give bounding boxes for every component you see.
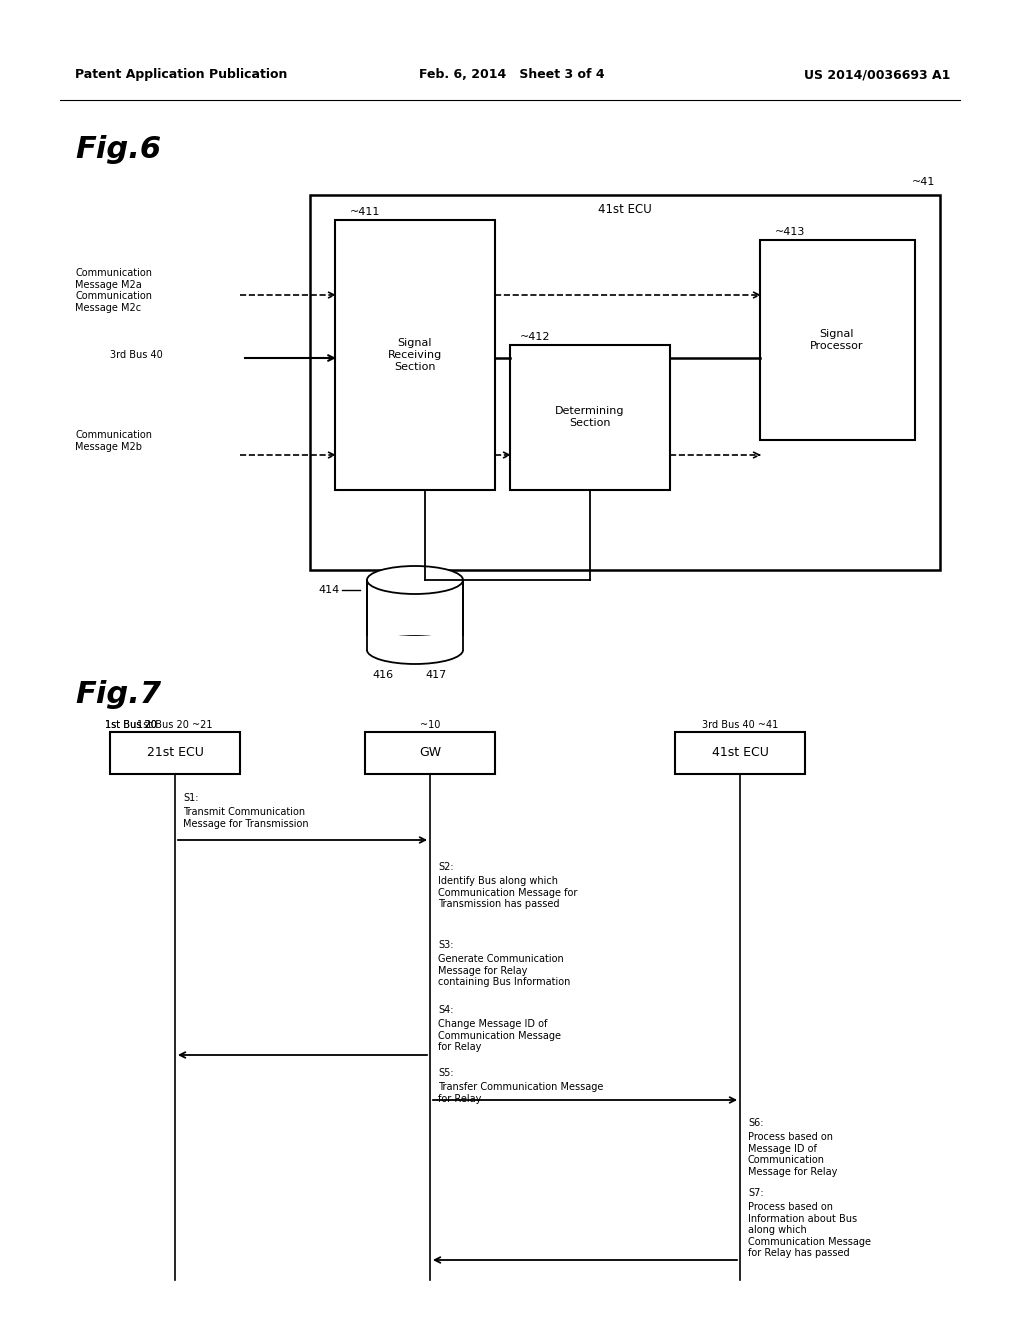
Bar [760,240,915,440]
Text: ~10: ~10 [420,719,440,730]
Text: ~411: ~411 [350,207,380,216]
Bar [390,603,412,628]
Text: Patent Application Publication: Patent Application Publication [75,69,288,81]
Text: S7:: S7: [748,1188,764,1199]
Text: S3:: S3: [438,940,454,950]
Text: S4:: S4: [438,1005,454,1015]
Text: S5:: S5: [438,1068,454,1078]
Bar [675,733,805,774]
Text: 1st Bus 20: 1st Bus 20 [105,719,160,730]
Text: Transmit Communication
Message for Transmission: Transmit Communication Message for Trans… [183,807,308,829]
Text: 1st Bus 20: 1st Bus 20 [105,719,160,730]
Text: Fig.6: Fig.6 [75,135,161,164]
Text: Process based on
Message ID of
Communication
Message for Relay: Process based on Message ID of Communica… [748,1133,838,1177]
Text: 21st ECU: 21st ECU [146,747,204,759]
Bar [366,636,464,649]
Text: ~413: ~413 [775,227,805,238]
Text: Generate Communication
Message for Relay
containing Bus Information: Generate Communication Message for Relay… [438,954,570,987]
Text: 3rd Bus 40: 3rd Bus 40 [110,350,163,360]
Ellipse shape [367,566,463,594]
Bar [418,603,440,628]
Text: S1:: S1: [183,793,199,803]
Text: Communication
Message M2b: Communication Message M2b [75,430,152,451]
Bar [335,220,495,490]
Text: 416: 416 [372,671,393,680]
Text: 414: 414 [318,585,340,595]
Bar [310,195,940,570]
Text: ~41: ~41 [911,177,935,187]
Text: Process based on
Information about Bus
along which
Communication Message
for Rel: Process based on Information about Bus a… [748,1203,871,1258]
Text: Fig.7: Fig.7 [75,680,161,709]
Text: 1st Bus 20 ~21: 1st Bus 20 ~21 [137,719,213,730]
Bar [510,345,670,490]
Text: Determining
Section: Determining Section [555,407,625,428]
Text: 41st ECU: 41st ECU [712,747,768,759]
Text: S2:: S2: [438,862,454,873]
Bar [110,733,240,774]
Text: ~412: ~412 [520,333,551,342]
Ellipse shape [367,636,463,664]
Text: Signal
Receiving
Section: Signal Receiving Section [388,338,442,372]
Text: Signal
Processor: Signal Processor [810,329,864,351]
Bar [365,733,495,774]
Text: Change Message ID of
Communication Message
for Relay: Change Message ID of Communication Messa… [438,1019,561,1052]
Bar [367,579,463,649]
Text: 417: 417 [425,671,446,680]
Text: Feb. 6, 2014   Sheet 3 of 4: Feb. 6, 2014 Sheet 3 of 4 [419,69,605,81]
Text: 3rd Bus 40 ~41: 3rd Bus 40 ~41 [701,719,778,730]
Text: GW: GW [419,747,441,759]
Text: Transfer Communication Message
for Relay: Transfer Communication Message for Relay [438,1082,603,1104]
Text: Communication
Message M2a
Communication
Message M2c: Communication Message M2a Communication … [75,268,152,313]
Text: S6:: S6: [748,1118,764,1129]
Text: 41st ECU: 41st ECU [598,203,652,216]
Text: US 2014/0036693 A1: US 2014/0036693 A1 [804,69,950,81]
Text: Identify Bus along which
Communication Message for
Transmission has passed: Identify Bus along which Communication M… [438,876,578,909]
